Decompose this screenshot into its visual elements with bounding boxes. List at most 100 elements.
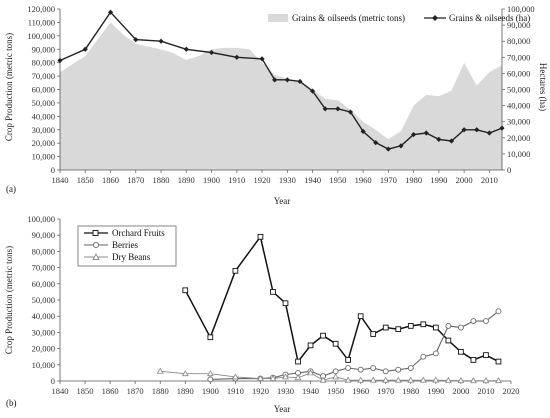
panel-b-x-tick-label: 1990 bbox=[427, 386, 444, 396]
panel-b-y-axis-title: Crop Production (metric tons) bbox=[4, 246, 14, 354]
panel-b-point-orchard-fruits bbox=[470, 357, 477, 363]
panel-b-chart: 0 10,000 20,000 30,000 40,000 50,000 60,000 70,… bbox=[4, 214, 520, 414]
panel-a-tick-labels: 0 10,000 20,000 30,000 40,000 50,000 60,000 70,… bbox=[27, 4, 534, 185]
panel-b-point-orchard-fruits bbox=[295, 358, 301, 365]
panel-b-point-dry-beans bbox=[482, 377, 490, 384]
panel-b-point-orchard-fruits bbox=[370, 331, 377, 337]
panel-b-point-dry-beans bbox=[457, 377, 465, 384]
panel-a-x-tick-label: 1940 bbox=[304, 175, 321, 185]
panel-b-point-berries bbox=[207, 376, 214, 383]
panel-b-legend: Orchard Fruits Berries Dry Beans bbox=[77, 225, 177, 267]
panel-a-point-grains-ha bbox=[284, 77, 290, 83]
panel-b-point-berries bbox=[370, 365, 377, 371]
panel-a-series-line-grains-ha bbox=[59, 11, 503, 150]
panel-b-point-dry-beans bbox=[319, 376, 327, 383]
panel-b-x-tick-label: 2010 bbox=[477, 386, 494, 396]
panel-a-chart: 0 10,000 20,000 30,000 40,000 50,000 60,000 70,… bbox=[4, 4, 548, 206]
panel-a-x-tick-label: 1930 bbox=[279, 175, 296, 185]
panel-b-point-orchard-fruits bbox=[445, 337, 452, 344]
panel-a-y2-tick-label: 60,000 bbox=[507, 68, 530, 78]
panel-b-point-dry-beans bbox=[382, 376, 390, 383]
panel-b-legend-beans-label: Dry Beans bbox=[112, 252, 151, 262]
panel-a-legend-line-marker bbox=[432, 15, 438, 21]
panel-b-point-dry-beans bbox=[232, 373, 239, 380]
panel-b-point-orchard-fruits bbox=[483, 352, 489, 358]
panel-b-point-dry-beans bbox=[257, 374, 264, 381]
panel-b-x-tick-label: 1850 bbox=[77, 386, 94, 396]
panel-a-y2-tick-label: 10,000 bbox=[507, 149, 530, 159]
panel-b-point-orchard-fruits bbox=[232, 267, 239, 274]
panel-b-x-tick-label: 1970 bbox=[377, 386, 394, 396]
panel-b-point-orchard-fruits bbox=[382, 324, 389, 331]
panel-b-point-dry-beans bbox=[470, 377, 477, 384]
panel-b-x-tick-label: 1960 bbox=[352, 386, 369, 396]
panel-a-point-grains-ha bbox=[474, 127, 480, 133]
panel-a-point-grains-ha bbox=[398, 143, 404, 149]
panel-a-legend-line-label: Grains & oilseeds (ha) bbox=[449, 13, 530, 23]
panel-a-y2-tick-label: 100,000 bbox=[507, 4, 535, 14]
panel-a-y2-tick-label: 0 bbox=[507, 165, 511, 175]
panel-a-y2-tick-label: 80,000 bbox=[507, 36, 530, 46]
panel-a-y2-tick-label: 70,000 bbox=[507, 52, 530, 62]
panel-b-point-orchard-fruits bbox=[407, 323, 414, 329]
panel-a-y-tick-label: 100,000 bbox=[27, 31, 55, 41]
panel-a-point-grains-ha bbox=[448, 138, 455, 144]
panel-b-point-orchard-fruits bbox=[257, 233, 264, 240]
panel-b-x-tick-label: 2020 bbox=[503, 386, 520, 396]
panel-b-y-tick-label: 80,000 bbox=[32, 246, 55, 256]
panel-b-y-tick-label: 60,000 bbox=[32, 279, 55, 289]
panel-b-point-dry-beans bbox=[206, 370, 214, 377]
panel-b-x-tick-label: 1840 bbox=[52, 386, 69, 396]
panel-a-y-tick-label: 110,000 bbox=[28, 17, 55, 27]
panel-b-point-orchard-fruits bbox=[207, 334, 214, 341]
panel-a-x-tick-label: 1840 bbox=[52, 175, 69, 185]
panel-a-y-tick-label: 0 bbox=[51, 165, 55, 175]
panel-a-x-tick-label: 1850 bbox=[77, 175, 94, 185]
panel-b-x-tick-label: 1890 bbox=[177, 386, 194, 396]
panel-b-point-dry-beans bbox=[495, 377, 502, 384]
panel-b-x-axis-title: Year bbox=[274, 404, 291, 414]
panel-a-x-tick-label: 1960 bbox=[355, 175, 372, 185]
panel-b-point-orchard-fruits bbox=[307, 342, 314, 349]
panel-a-y2-tick-label: 30,000 bbox=[507, 117, 530, 127]
panel-b-point-berries bbox=[382, 368, 389, 375]
panel-b-point-orchard-fruits bbox=[320, 332, 326, 339]
panel-a-x-tick-label: 1980 bbox=[405, 175, 422, 185]
panel-b-point-dry-beans bbox=[307, 369, 314, 376]
panel-b-x-tick-label: 1950 bbox=[327, 386, 344, 396]
panel-a-legend: Grains & oilseeds (metric tons) Grains &… bbox=[268, 13, 530, 23]
panel-a-point-grains-ha bbox=[322, 106, 328, 112]
panel-b-x-tick-label: 1870 bbox=[127, 386, 144, 396]
panel-a-x-tick-label: 1950 bbox=[329, 175, 346, 185]
panel-b-y-tick-label: 90,000 bbox=[32, 230, 55, 240]
panel-b-point-dry-beans bbox=[282, 373, 289, 380]
panel-a-point-grains-ha bbox=[423, 130, 429, 136]
panel-a-point-grains-ha bbox=[486, 130, 492, 136]
panel-b-x-tick-label: 1980 bbox=[402, 386, 419, 396]
panel-b-point-orchard-fruits bbox=[395, 326, 402, 333]
panel-b-x-tick-label: 1910 bbox=[227, 386, 244, 396]
panel-b-point-orchard-fruits bbox=[495, 358, 502, 365]
panel-b-point-dry-beans bbox=[419, 376, 427, 383]
panel-b-x-tick-label: 1900 bbox=[202, 386, 219, 396]
panel-a-legend-area-label: Grains & oilseeds (metric tons) bbox=[292, 13, 405, 23]
panel-b-x-tick-label: 2000 bbox=[452, 386, 469, 396]
panel-b-point-orchard-fruits bbox=[357, 313, 364, 320]
panel-b-legend-beans-marker bbox=[92, 253, 100, 260]
panel-a-point-grains-ha bbox=[259, 56, 265, 62]
panel-a-point-grains-ha bbox=[158, 38, 164, 44]
panel-b-point-orchard-fruits bbox=[432, 324, 439, 331]
panel-a-legend-area-swatch bbox=[268, 14, 288, 22]
panel-a-x-tick-label: 2000 bbox=[456, 175, 473, 185]
panel-a-x-tick-label: 1920 bbox=[254, 175, 271, 185]
panel-b-point-dry-beans bbox=[357, 376, 365, 383]
panel-b-line-layer bbox=[156, 233, 502, 384]
panel-a-y-tick-label: 30,000 bbox=[32, 125, 55, 135]
panel-b-point-berries bbox=[470, 318, 477, 325]
panel-b-point-berries bbox=[332, 368, 339, 375]
panel-a-point-grains-ha bbox=[436, 136, 442, 143]
panel-a-point-grains-ha bbox=[57, 57, 63, 64]
panel-a-y-tick-label: 80,000 bbox=[32, 58, 55, 68]
panel-a-y-tick-label: 120,000 bbox=[27, 4, 55, 14]
